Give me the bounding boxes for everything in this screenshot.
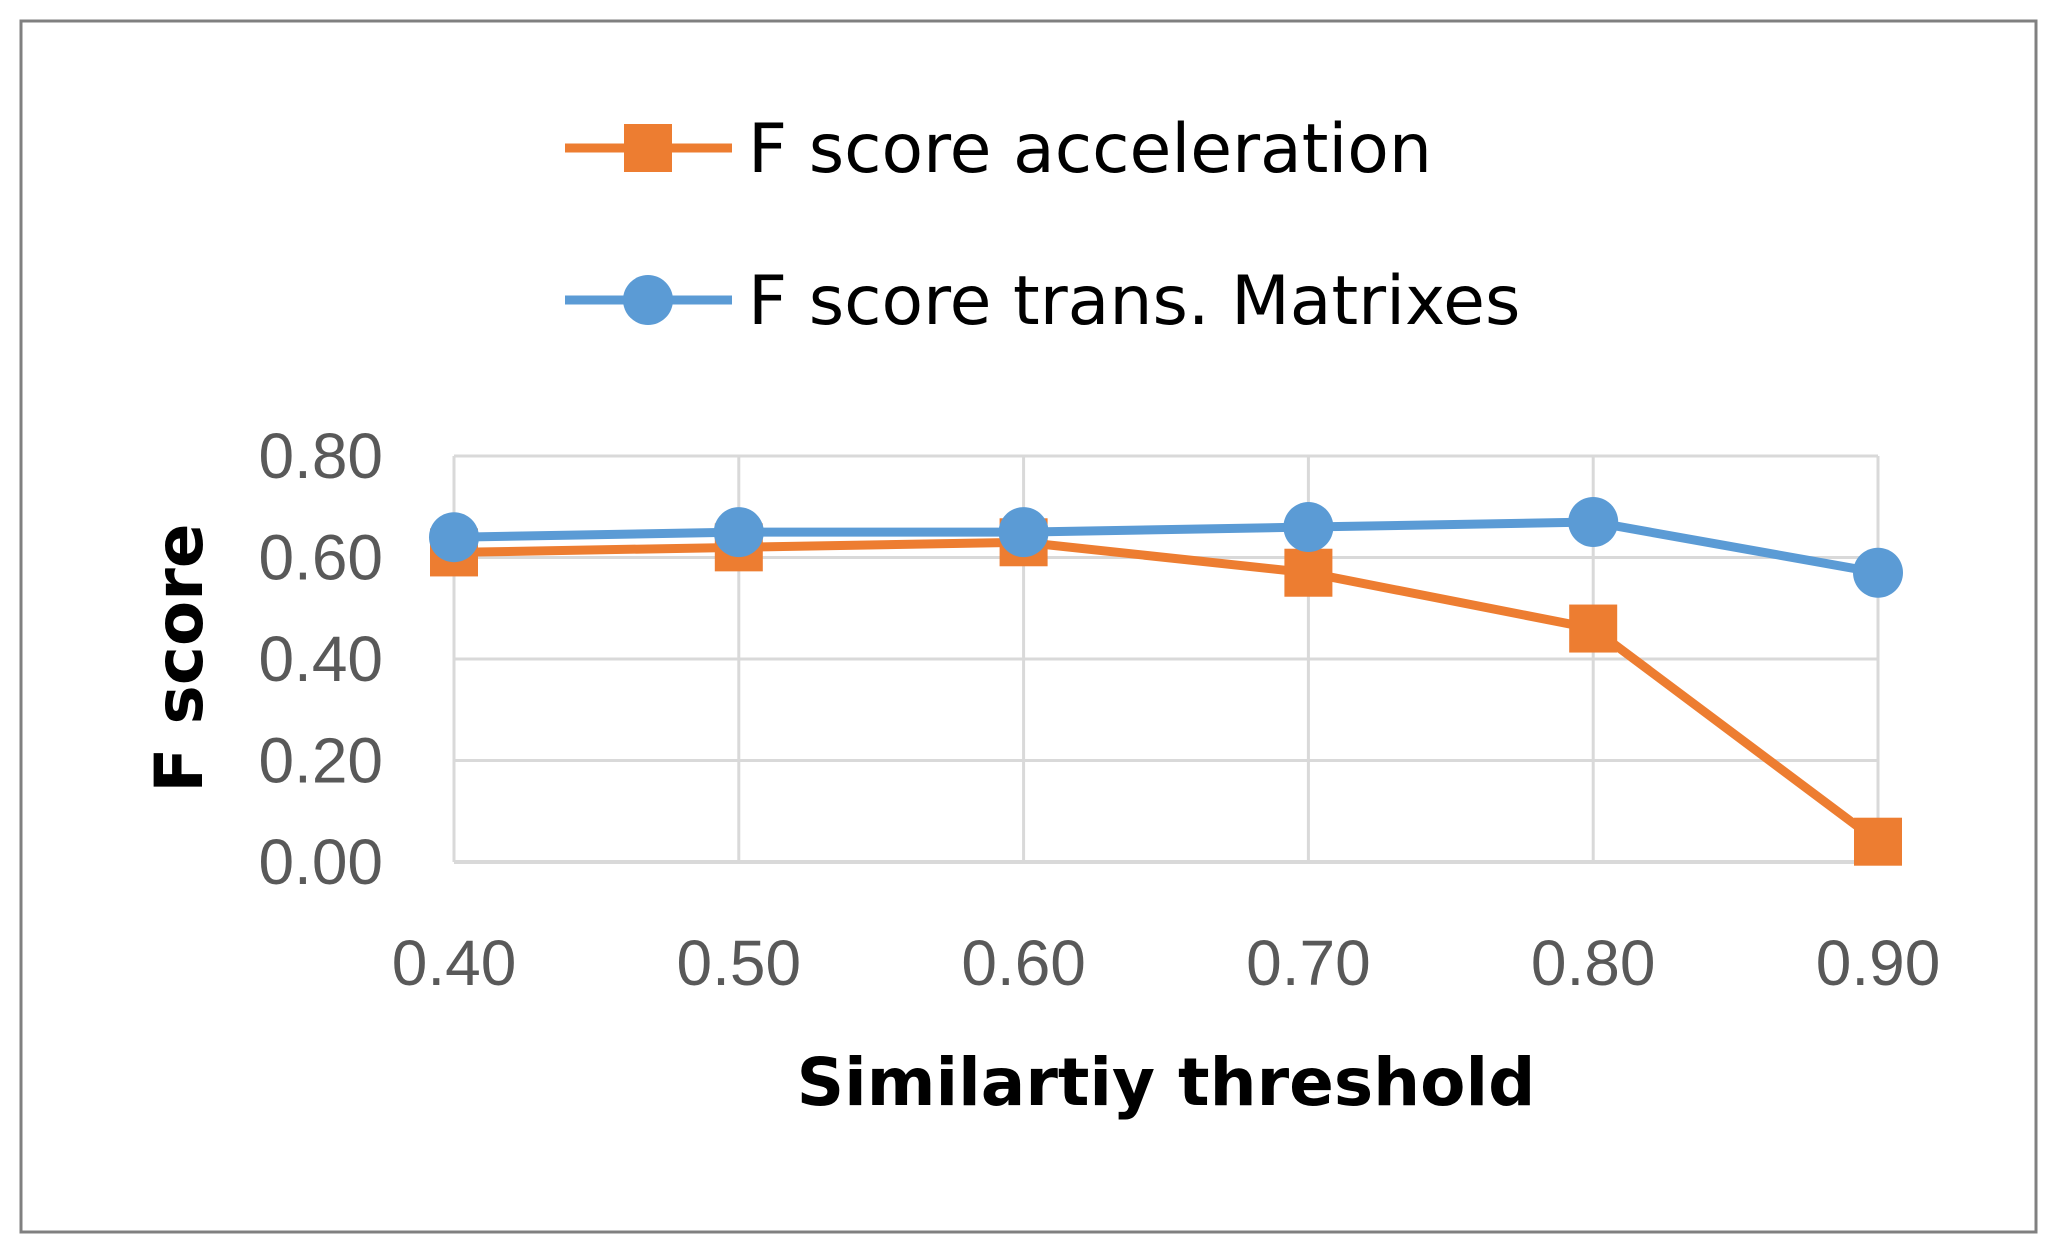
x-tick-label: 0.60 bbox=[961, 927, 1086, 999]
legend: F score acceleration F score trans. Matr… bbox=[565, 110, 1520, 341]
legend-item-acceleration: F score acceleration bbox=[565, 110, 1432, 189]
series-matrixes bbox=[429, 496, 1903, 598]
legend-item-matrixes: F score trans. Matrixes bbox=[565, 262, 1520, 341]
x-axis-title: Similartiy threshold bbox=[797, 1044, 1536, 1121]
legend-marker-square bbox=[624, 124, 672, 172]
x-tick-label: 0.70 bbox=[1246, 927, 1371, 999]
tick-labels: 0.00 0.20 0.40 0.60 0.80 0.40 0.50 0.60 0.70 0.80… bbox=[258, 420, 1940, 999]
y-tick-label: 0.00 bbox=[258, 826, 383, 898]
legend-label-acceleration: F score acceleration bbox=[748, 110, 1432, 189]
legend-label-matrixes: F score trans. Matrixes bbox=[748, 262, 1520, 341]
data-point-circle bbox=[1283, 502, 1334, 553]
data-point-circle bbox=[713, 507, 764, 558]
data-point-circle bbox=[998, 507, 1049, 558]
series-line bbox=[453, 537, 1881, 846]
data-point-square bbox=[1854, 817, 1902, 866]
data-point-circle bbox=[429, 512, 479, 563]
y-tick-label: 0.40 bbox=[258, 623, 383, 695]
chart-frame bbox=[19, 19, 2038, 1234]
series-line bbox=[453, 517, 1879, 578]
data-point-circle bbox=[1853, 547, 1903, 598]
x-tick-label: 0.40 bbox=[392, 927, 517, 999]
x-tick-label: 0.90 bbox=[1816, 927, 1941, 999]
y-axis-title: F score bbox=[141, 523, 218, 792]
y-tick-label: 0.80 bbox=[258, 420, 383, 492]
x-tick-label: 0.50 bbox=[677, 927, 802, 999]
data-point-circle bbox=[1568, 496, 1619, 547]
data-point-square bbox=[1284, 548, 1333, 597]
legend-marker-circle bbox=[623, 275, 673, 325]
data-point-square bbox=[1569, 604, 1618, 653]
y-tick-label: 0.60 bbox=[258, 522, 383, 594]
y-tick-label: 0.20 bbox=[258, 725, 383, 797]
x-tick-label: 0.80 bbox=[1531, 927, 1656, 999]
series-layer bbox=[429, 496, 1903, 866]
